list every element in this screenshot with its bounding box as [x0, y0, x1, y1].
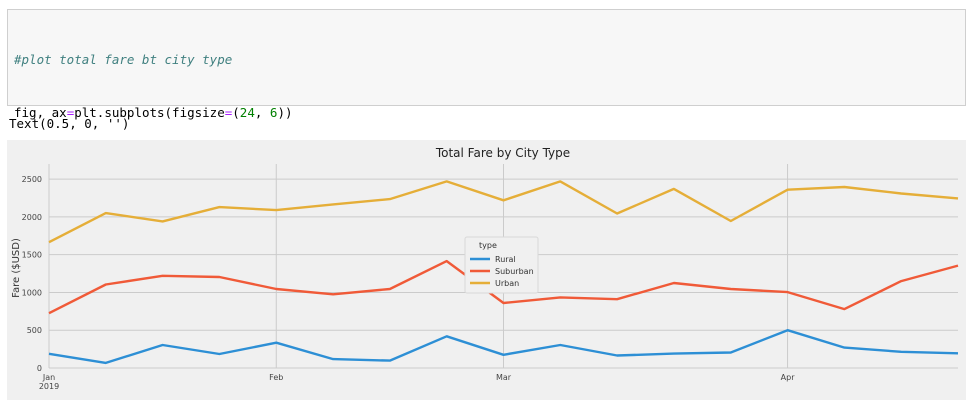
- y-tick-label: 0: [37, 364, 42, 373]
- y-tick-label: 2000: [22, 213, 42, 222]
- chart-title: Total Fare by City Type: [435, 146, 570, 160]
- legend-title: type: [479, 241, 497, 250]
- y-tick-label: 1000: [22, 288, 42, 297]
- legend-label-rural: Rural: [495, 255, 516, 264]
- code-line: #plot total fare bt city type: [14, 52, 233, 68]
- y-tick-labels: 0 500 1000 1500 2000 2500: [22, 175, 42, 373]
- x-tick-label: Feb: [269, 373, 283, 382]
- series-lines: [48, 180, 959, 365]
- y-tick-label: 2500: [22, 175, 42, 184]
- y-tick-label: 1500: [22, 251, 42, 260]
- legend-label-urban: Urban: [495, 279, 519, 288]
- series-line-urban: [48, 180, 959, 244]
- cell-output-text: Text(0.5, 0, ''): [9, 116, 130, 131]
- y-tick-label: 500: [27, 326, 42, 335]
- x-tick-label: Jan: [42, 373, 55, 382]
- x-tick-sublabel: 2019: [39, 382, 59, 391]
- series-line-suburban: [48, 259, 959, 315]
- y-axis-label: Fare ($USD): [11, 238, 22, 298]
- legend: type Rural Suburban Urban: [464, 236, 539, 294]
- legend-label-suburban: Suburban: [495, 267, 534, 276]
- x-tick-label: Mar: [496, 373, 512, 382]
- legend-box: [464, 236, 539, 294]
- code-cell[interactable]: #plot total fare bt city type fig, ax=pl…: [7, 9, 966, 278]
- code-line: fig, ax=plt.subplots(figsize=(24, 6)): [14, 104, 293, 120]
- x-tick-label: Apr: [781, 373, 796, 382]
- series-line-rural: [48, 328, 959, 365]
